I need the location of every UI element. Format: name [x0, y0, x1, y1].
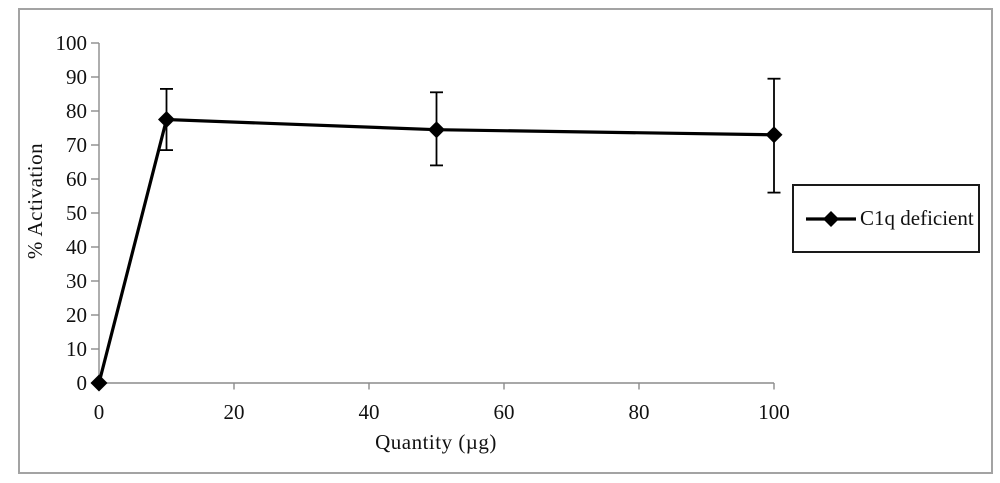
x-tick-label: 60 — [494, 400, 515, 424]
x-axis-title: Quantity (µg) — [375, 430, 497, 454]
x-tick-label: 40 — [359, 400, 380, 424]
y-tick-label: 100 — [56, 31, 88, 55]
series-line — [97, 117, 775, 384]
legend-label: C1q deficient — [860, 206, 974, 230]
data-point-marker — [428, 121, 445, 139]
legend-series-marker-icon — [806, 210, 856, 227]
x-tick-label: 0 — [94, 400, 105, 424]
legend: C1q deficient — [792, 184, 980, 253]
y-tick-label: 60 — [66, 167, 87, 191]
data-point-marker — [765, 126, 783, 144]
y-tick-label: 10 — [66, 337, 87, 361]
y-tick-label: 0 — [77, 371, 88, 395]
y-tick-label: 50 — [66, 201, 87, 225]
y-tick-label: 20 — [66, 303, 87, 327]
y-tick-label: 40 — [66, 235, 87, 259]
y-tick-label: 70 — [66, 133, 87, 157]
x-tick-label: 20 — [224, 400, 245, 424]
data-point-marker — [158, 111, 175, 128]
y-tick-label: 90 — [66, 65, 87, 89]
data-point-marker — [90, 374, 108, 392]
y-axis-title: % Activation — [23, 142, 47, 260]
y-tick-label: 30 — [66, 269, 87, 293]
x-tick-label: 100 — [758, 400, 790, 424]
y-tick-label: 80 — [66, 99, 87, 123]
x-tick-label: 80 — [629, 400, 650, 424]
